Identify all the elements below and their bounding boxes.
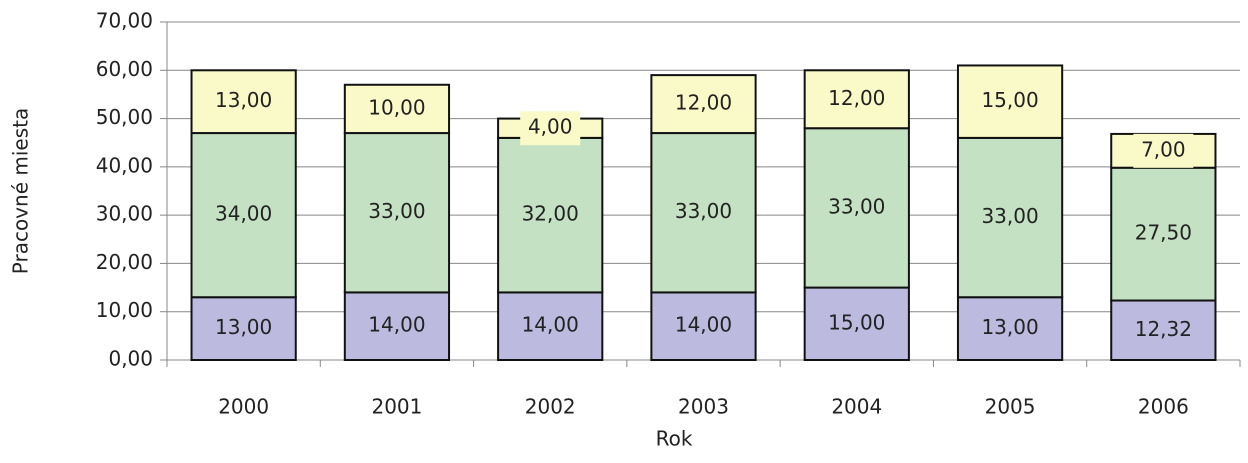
data-label: 14,00 — [522, 313, 579, 337]
y-tick-label: 20,00 — [96, 250, 153, 274]
data-label: 33,00 — [675, 199, 732, 223]
label-background — [1133, 133, 1194, 168]
bar-segment — [650, 132, 757, 294]
x-tick-label: 2004 — [831, 395, 882, 419]
y-tick-label: 60,00 — [96, 57, 153, 81]
bar-segment — [190, 69, 297, 135]
data-label: 13,00 — [215, 315, 272, 339]
x-tick-label: 2000 — [218, 395, 269, 419]
data-label: 27,50 — [1135, 221, 1192, 245]
bar-segment — [190, 132, 297, 299]
x-tick-label: 2006 — [1138, 395, 1189, 419]
data-label: 33,00 — [981, 204, 1038, 228]
bar-segment — [803, 69, 910, 130]
data-label: 13,00 — [215, 88, 272, 112]
data-label: 14,00 — [675, 313, 732, 337]
data-label: 4,00 — [528, 115, 573, 139]
y-tick-label: 30,00 — [96, 202, 153, 226]
bar-segment — [803, 127, 910, 289]
label-background — [520, 111, 581, 146]
data-label: 33,00 — [828, 194, 885, 218]
x-tick-label: 2002 — [525, 395, 576, 419]
bar-segment — [956, 64, 1064, 139]
y-tick-label: 0,00 — [108, 347, 153, 371]
data-label: 34,00 — [215, 202, 272, 226]
data-label: 15,00 — [981, 88, 1038, 112]
data-label: 12,00 — [675, 91, 732, 115]
x-tick-label: 2003 — [678, 395, 729, 419]
bar-segment — [956, 296, 1064, 362]
data-label: 10,00 — [368, 95, 425, 119]
data-label: 33,00 — [368, 199, 425, 223]
bar-segment — [497, 291, 604, 361]
data-label: 14,00 — [368, 313, 425, 337]
data-label: 12,00 — [828, 86, 885, 110]
bar-segment — [190, 296, 297, 362]
y-tick-label: 70,00 — [96, 9, 153, 33]
data-label: 12,32 — [1135, 317, 1192, 341]
y-tick-label: 50,00 — [96, 105, 153, 129]
bar-segment — [343, 291, 451, 361]
bar-segment — [343, 132, 451, 294]
data-label: 15,00 — [828, 310, 885, 334]
bar-segment — [956, 136, 1064, 299]
data-label: 13,00 — [981, 315, 1038, 339]
data-label: 7,00 — [1141, 137, 1186, 161]
data-label: 32,00 — [522, 202, 579, 226]
x-tick-label: 2005 — [985, 395, 1036, 419]
y-tick-label: 40,00 — [96, 153, 153, 177]
bar-segment — [1110, 166, 1217, 302]
bar-segment — [650, 291, 757, 361]
y-axis-label: Pracovné miesta — [9, 108, 33, 274]
y-tick-label: 10,00 — [96, 298, 153, 322]
bar-segment — [343, 83, 451, 135]
x-axis-label: Rok — [656, 427, 693, 451]
x-tick-label: 2001 — [371, 395, 422, 419]
bar-segment — [650, 74, 757, 135]
